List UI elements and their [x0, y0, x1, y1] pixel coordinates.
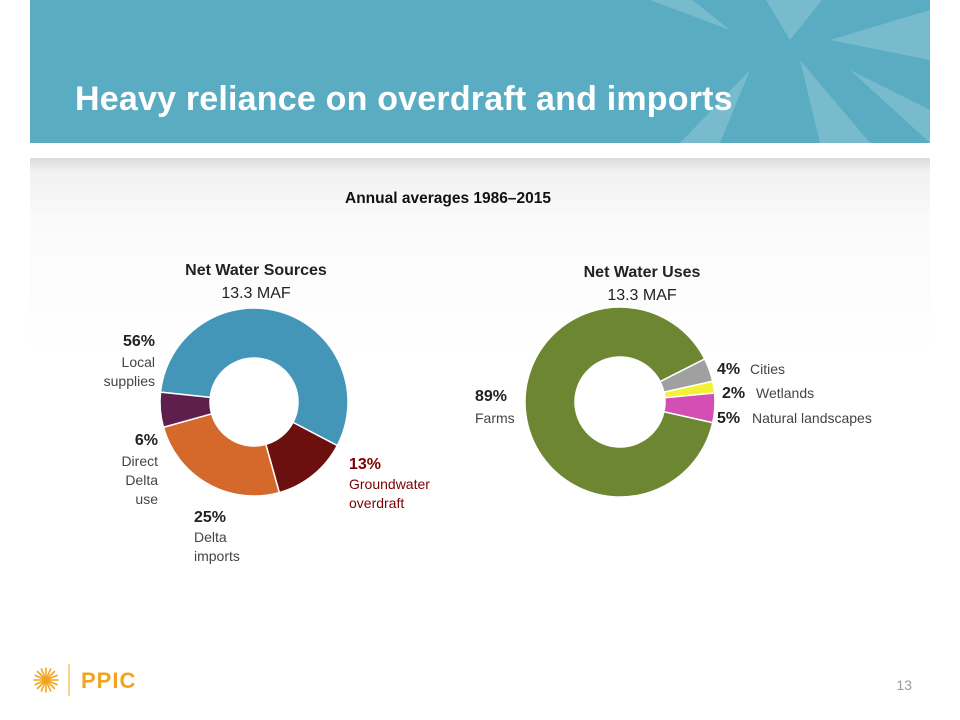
sunburst-decoration	[650, 0, 930, 143]
uses-label-wetlands: 2% Wetlands	[722, 385, 814, 402]
uses-label-cities: 4% Cities	[717, 361, 785, 378]
uses-chart-total: 13.3 MAF	[607, 287, 677, 304]
sources-pct-delta-imports: 25%	[194, 509, 226, 526]
logo-text: PPIC	[81, 668, 136, 693]
sources-pct-groundwater: 13%	[349, 456, 381, 473]
slide-title: Heavy reliance on overdraft and imports	[75, 80, 733, 118]
sources-chart-total: 13.3 MAF	[221, 285, 291, 302]
uses-label-natural-text: Natural landscapes	[752, 410, 872, 426]
sources-label-direct-delta-line2: Delta	[125, 472, 158, 488]
sources-pct-direct-delta: 6%	[135, 432, 158, 449]
sources-chart-title: Net Water Sources	[185, 262, 327, 279]
sources-slice-2	[162, 412, 281, 497]
sources-label-groundwater: 13% Groundwater overdraft	[349, 456, 430, 511]
chart-net-water-sources: Net Water Sources 13.3 MAF 56% Local sup…	[104, 262, 431, 564]
sources-label-local-line2: supplies	[104, 373, 155, 389]
sources-label-groundwater-line2: overdraft	[349, 495, 404, 511]
uses-pct-cities: 4%	[717, 361, 740, 378]
uses-pct-wetlands: 2%	[722, 385, 745, 402]
sources-slice-3	[159, 391, 213, 429]
chart-net-water-uses: Net Water Uses 13.3 MAF 89% Farms 4% Cit…	[475, 264, 872, 498]
uses-pct-farms: 89%	[475, 388, 507, 405]
chart-subtitle: Annual averages 1986–2015	[345, 190, 551, 207]
sources-label-local: 56% Local supplies	[104, 333, 155, 389]
sources-label-direct-delta-line1: Direct	[121, 453, 158, 469]
sources-label-delta-imports: 25% Delta imports	[194, 509, 240, 564]
title-banner	[30, 0, 930, 143]
ppic-logo: PPIC	[33, 664, 136, 696]
uses-label-natural: 5% Natural landscapes	[717, 410, 872, 427]
sources-label-local-line1: Local	[122, 354, 155, 370]
uses-label-cities-text: Cities	[750, 361, 785, 377]
sources-label-direct-delta: 6% Direct Delta use	[121, 432, 158, 507]
sources-slice-0	[159, 307, 349, 447]
uses-label-farms-text: Farms	[475, 410, 515, 426]
uses-label-wetlands-text: Wetlands	[756, 385, 814, 401]
sources-pct-local: 56%	[123, 333, 155, 350]
page-number: 13	[896, 677, 912, 693]
uses-slice-3	[524, 306, 714, 498]
sources-label-delta-imports-line1: Delta	[194, 529, 227, 545]
uses-chart-title: Net Water Uses	[584, 264, 701, 281]
sources-label-delta-imports-line2: imports	[194, 548, 240, 564]
uses-pct-natural: 5%	[717, 410, 740, 427]
sunburst-icon	[33, 667, 59, 693]
uses-label-farms: 89% Farms	[475, 388, 515, 426]
sources-label-direct-delta-line3: use	[135, 491, 158, 507]
sources-label-groundwater-line1: Groundwater	[349, 476, 430, 492]
